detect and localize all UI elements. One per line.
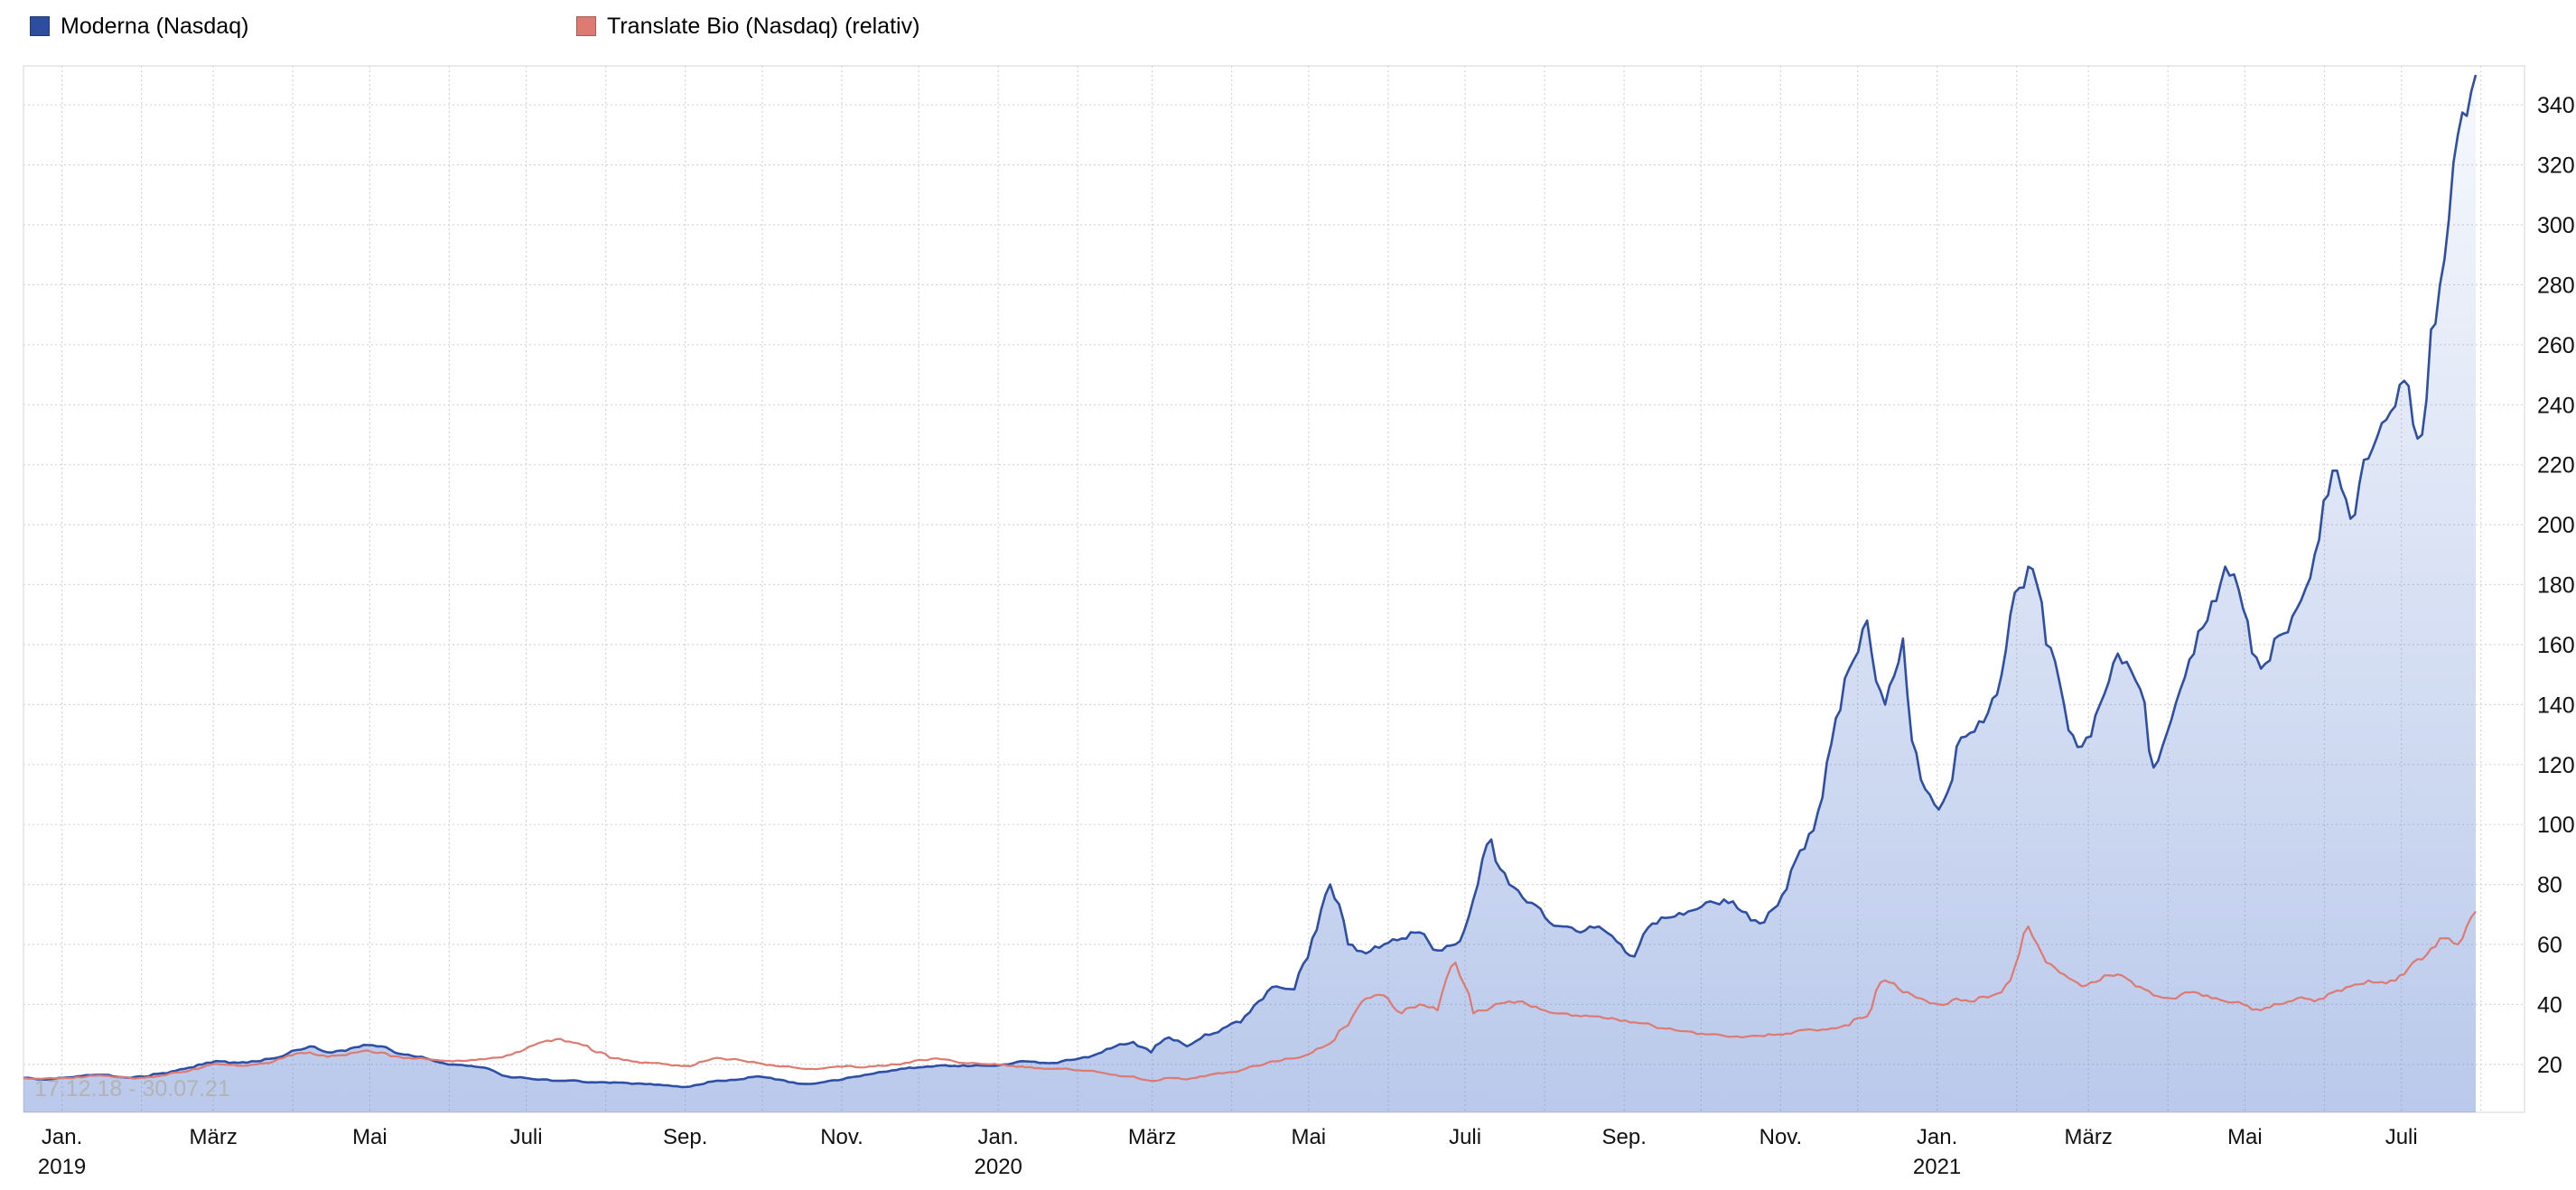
x-axis-label: Jan. [1917, 1125, 1957, 1149]
x-axis-year-label: 2020 [975, 1155, 1022, 1179]
chart-legend: Moderna (Nasdaq) Translate Bio (Nasdaq) … [0, 0, 2576, 56]
y-axis-label: 200 [2537, 513, 2575, 538]
x-axis-label: März [2065, 1125, 2113, 1149]
x-axis-label: Sep. [1602, 1125, 1647, 1149]
y-axis-label: 140 [2537, 693, 2575, 718]
legend-item-translate-bio[interactable]: Translate Bio (Nasdaq) (relativ) [576, 14, 919, 38]
x-axis-label: März [1128, 1125, 1176, 1149]
axis-labels: 20 40 60 80 100 120 140 160 180 200 220 240 260 280 30… [38, 93, 2575, 1179]
x-axis-label: Sep. [663, 1125, 707, 1149]
y-axis-label: 160 [2537, 633, 2575, 658]
y-axis-label: 220 [2537, 453, 2575, 479]
y-axis-label: 20 [2537, 1053, 2562, 1078]
x-axis-label: Juli [1449, 1125, 1481, 1149]
x-axis-label: Mai [1291, 1125, 1326, 1149]
y-axis-label: 340 [2537, 93, 2575, 118]
x-axis-label: Mai [2227, 1125, 2263, 1149]
y-axis-label: 100 [2537, 813, 2575, 838]
x-axis-label: Nov. [820, 1125, 863, 1149]
y-axis-label: 260 [2537, 333, 2575, 358]
legend-label-moderna: Moderna (Nasdaq) [61, 14, 249, 39]
y-axis-label: 40 [2537, 992, 2562, 1018]
moderna-nasdaq-area-fill [23, 75, 2476, 1112]
legend-item-moderna[interactable]: Moderna (Nasdaq) [30, 14, 248, 38]
legend-label-translate-bio: Translate Bio (Nasdaq) (relativ) [607, 14, 920, 39]
x-axis-year-label: 2019 [38, 1155, 86, 1179]
y-axis-label: 180 [2537, 573, 2575, 599]
x-axis-label: Nov. [1759, 1125, 1803, 1149]
y-axis-label: 60 [2537, 933, 2562, 958]
y-axis-label: 120 [2537, 753, 2575, 778]
x-axis-label: Mai [352, 1125, 387, 1149]
moderna-color-swatch-icon [30, 16, 50, 36]
x-axis-label: Jan. [978, 1125, 1019, 1149]
x-axis-label: Juli [510, 1125, 543, 1149]
translate-bio-color-swatch-icon [576, 16, 596, 36]
y-axis-label: 80 [2537, 873, 2562, 898]
y-axis-label: 280 [2537, 273, 2575, 298]
x-axis-year-label: 2021 [1913, 1155, 1961, 1179]
y-axis-label: 300 [2537, 213, 2575, 238]
y-axis-label: 240 [2537, 393, 2575, 418]
y-axis-label: 320 [2537, 153, 2575, 179]
translate-bio-nasdaq-relativ-line [23, 910, 2477, 1083]
x-axis-label: Jan. [42, 1125, 82, 1149]
x-axis-label: März [190, 1125, 238, 1149]
date-range-watermark: 17.12.18 - 30.07.21 [34, 1076, 230, 1102]
x-axis-label: Juli [2385, 1125, 2418, 1149]
